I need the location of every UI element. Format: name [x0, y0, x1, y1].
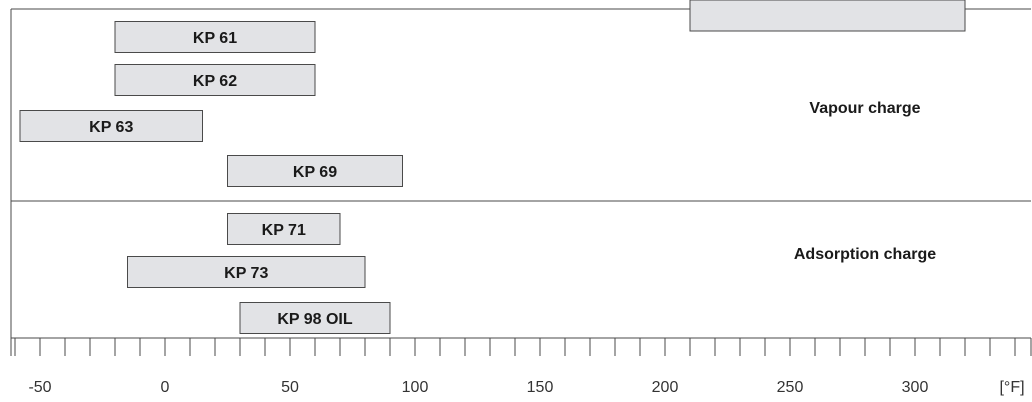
bar-rect-kp-73: [127, 256, 366, 288]
bars-layer: KP 61 KP 62 KP 63 KP 69 KP 71 KP 73 KP 98 OIL K…: [19, 0, 966, 334]
bar-label-kp-61: KP 61: [193, 30, 237, 47]
x-tick-label: 0: [161, 379, 170, 396]
bar-label-kp-71: KP 71: [262, 222, 306, 239]
bar-label-kp-62: KP 62: [193, 73, 237, 90]
x-axis: -50 0 50 100 150 200 250 300 [°F]: [10, 338, 1032, 396]
x-unit-label: [°F]: [999, 379, 1024, 396]
group-label-adsorption-charge: Adsorption charge: [794, 246, 936, 263]
bar-kp-61: KP 61: [114, 21, 316, 53]
bar-kp-62: KP 62: [114, 64, 316, 96]
bar-rect-kp-62: [114, 64, 316, 96]
bar-kp-69: KP 69: [227, 155, 403, 187]
bar-kp-71: KP 71: [227, 213, 341, 245]
bar-rect-kp-71: [227, 213, 341, 245]
group-labels-layer: Vapour charge Adsorption charge: [794, 100, 936, 263]
bar-label-kp-69: KP 69: [293, 164, 337, 181]
chart-frame: [10, 8, 1031, 339]
x-tick-label: 100: [402, 379, 429, 396]
x-tick-label: 250: [777, 379, 804, 396]
x-tick-label: 200: [652, 379, 679, 396]
bar-rect-kp-69: [227, 155, 403, 187]
bar-rect-kp-61: [114, 21, 316, 53]
bar-kp-98-ht: KP 98 HT: [689, 0, 966, 32]
bar-rect-kp-98-ht: [689, 0, 966, 32]
bar-rect-kp-98-oil: [239, 302, 391, 334]
bar-label-kp-98-oil: KP 98 OIL: [277, 311, 353, 328]
bar-label-kp-98-ht: KP 98 HT: [793, 0, 863, 4]
bar-label-kp-73: KP 73: [224, 265, 268, 282]
group-label-vapour-charge: Vapour charge: [809, 100, 920, 117]
x-tick-label: 150: [527, 379, 554, 396]
bar-kp-73: KP 73: [127, 256, 366, 288]
x-tick-label: -50: [28, 379, 51, 396]
bar-kp-98-oil: KP 98 OIL: [239, 302, 391, 334]
bar-rect-kp-63: [19, 110, 203, 142]
x-tick-label: 50: [281, 379, 299, 396]
bar-kp-63: KP 63: [19, 110, 203, 142]
x-tick-label: 300: [902, 379, 929, 396]
bar-label-kp-63: KP 63: [89, 119, 133, 136]
